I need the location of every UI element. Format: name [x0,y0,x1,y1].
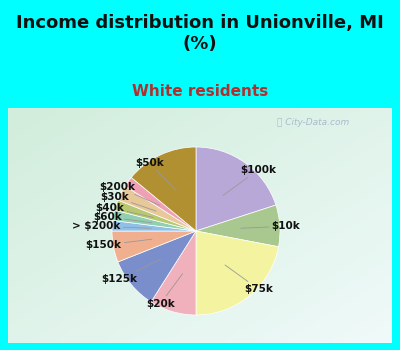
Wedge shape [196,147,276,231]
Text: $200k: $200k [99,182,160,205]
Text: $50k: $50k [135,158,176,191]
Wedge shape [131,147,196,231]
Text: White residents: White residents [132,84,268,99]
Wedge shape [196,231,278,315]
Text: $10k: $10k [241,221,300,231]
Wedge shape [118,231,196,302]
Text: $100k: $100k [223,165,276,195]
Wedge shape [196,205,280,247]
Text: $20k: $20k [146,274,183,309]
Wedge shape [118,186,196,231]
Text: $150k: $150k [86,239,152,250]
Text: > $200k: > $200k [72,221,151,231]
Text: $125k: $125k [102,259,161,284]
Wedge shape [151,231,196,315]
Wedge shape [112,220,196,231]
Wedge shape [115,200,196,231]
Text: $60k: $60k [93,212,152,223]
Text: Income distribution in Unionville, MI
(%): Income distribution in Unionville, MI (%… [16,14,384,53]
Text: ⓘ City-Data.com: ⓘ City-Data.com [277,118,349,127]
Wedge shape [112,231,196,262]
Text: $75k: $75k [225,265,273,294]
Text: $30k: $30k [100,192,156,211]
Wedge shape [125,177,196,231]
Text: $40k: $40k [95,203,153,217]
Wedge shape [113,210,196,231]
